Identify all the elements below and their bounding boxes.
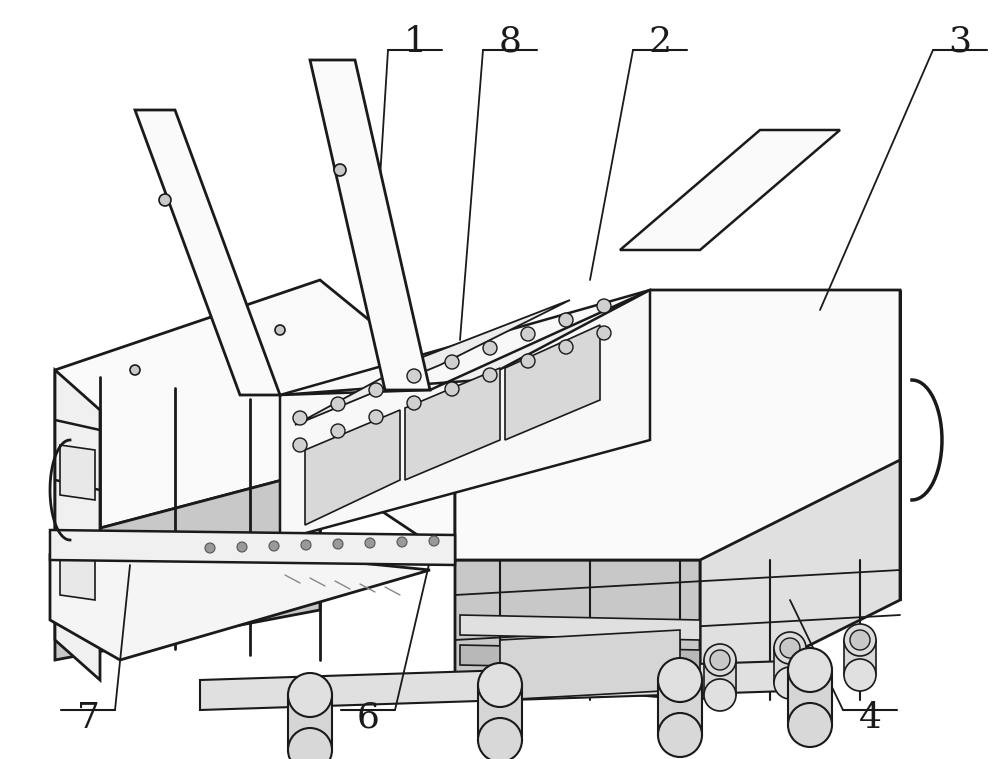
Circle shape [704,679,736,711]
Text: 7: 7 [77,701,99,735]
Circle shape [407,369,421,383]
Circle shape [774,632,806,664]
Circle shape [130,365,140,375]
Polygon shape [305,410,400,525]
Text: 2: 2 [648,25,672,59]
Polygon shape [500,630,680,700]
Polygon shape [844,640,876,675]
Polygon shape [288,695,332,750]
Polygon shape [658,680,702,735]
Circle shape [331,397,345,411]
Polygon shape [60,445,95,500]
Polygon shape [460,645,700,670]
Polygon shape [50,530,455,565]
Polygon shape [135,110,280,395]
Polygon shape [55,280,455,560]
Circle shape [275,325,285,335]
Text: 6: 6 [357,701,379,735]
Circle shape [205,543,215,553]
Circle shape [844,659,876,691]
Circle shape [483,341,497,355]
Circle shape [483,368,497,382]
Circle shape [288,673,332,717]
Polygon shape [55,470,320,660]
Circle shape [334,164,346,176]
Polygon shape [460,615,700,640]
Circle shape [710,650,730,670]
Polygon shape [704,660,736,695]
Polygon shape [280,290,650,395]
Circle shape [301,540,311,550]
Polygon shape [60,545,95,600]
Circle shape [559,313,573,327]
Polygon shape [478,685,522,740]
Circle shape [331,424,345,438]
Polygon shape [620,130,840,250]
Text: 1: 1 [404,25,426,59]
Circle shape [159,194,171,206]
Circle shape [293,411,307,425]
Circle shape [521,354,535,368]
Polygon shape [788,670,832,725]
Circle shape [269,541,279,551]
Circle shape [445,382,459,396]
Text: 3: 3 [948,25,972,59]
Circle shape [445,355,459,369]
Circle shape [850,630,870,650]
Polygon shape [405,368,500,480]
Circle shape [293,438,307,452]
Polygon shape [55,370,100,680]
Circle shape [429,536,439,546]
Circle shape [704,644,736,676]
Circle shape [237,542,247,552]
Circle shape [559,340,573,354]
Polygon shape [50,555,430,660]
Circle shape [597,326,611,340]
Circle shape [333,539,343,549]
Circle shape [478,718,522,759]
Circle shape [407,396,421,410]
Text: 8: 8 [498,25,522,59]
Circle shape [397,537,407,547]
Polygon shape [310,60,430,390]
Circle shape [521,327,535,341]
Polygon shape [455,290,900,560]
Circle shape [365,538,375,548]
Circle shape [597,299,611,313]
Polygon shape [280,290,650,540]
Circle shape [478,663,522,707]
Polygon shape [455,560,700,700]
Polygon shape [295,300,570,425]
Circle shape [369,383,383,397]
Circle shape [288,728,332,759]
Circle shape [658,658,702,702]
Circle shape [774,667,806,699]
Polygon shape [200,660,820,710]
Circle shape [788,703,832,747]
Circle shape [844,624,876,656]
Circle shape [658,713,702,757]
Polygon shape [774,648,806,683]
Circle shape [780,638,800,658]
Circle shape [788,648,832,692]
Text: 4: 4 [858,701,882,735]
Circle shape [369,410,383,424]
Polygon shape [700,290,900,700]
Polygon shape [505,325,600,440]
